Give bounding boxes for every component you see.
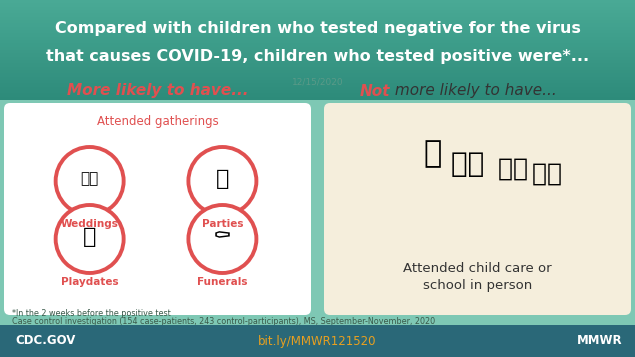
Text: 🧑‍💻: 🧑‍💻 (533, 162, 563, 186)
Bar (0, 83, 635, 87)
Bar (0, 66, 635, 70)
Text: CDC.GOV: CDC.GOV (15, 335, 76, 347)
Text: ⚰: ⚰ (213, 227, 232, 247)
Text: Playdates: Playdates (61, 277, 119, 287)
Bar (0, 63, 635, 67)
Text: Case control investigation (154 case-patients, 243 control-participants), MS, Se: Case control investigation (154 case-pat… (12, 317, 435, 327)
Bar (0, 70, 635, 73)
Bar (0, 93, 635, 97)
Bar (0, 10, 635, 13)
Bar (0, 3, 635, 7)
Text: bit.ly/MMWR121520: bit.ly/MMWR121520 (258, 335, 377, 347)
Text: MMWR: MMWR (577, 335, 623, 347)
Text: 🧑‍🏫: 🧑‍🏫 (451, 150, 484, 178)
Text: more likely to have...: more likely to have... (390, 84, 557, 99)
Bar (0, 80, 635, 83)
Text: 🎉: 🎉 (216, 169, 229, 189)
Bar (0, 43, 635, 47)
Text: Not: Not (360, 84, 391, 99)
Bar (0, 30, 635, 33)
Text: 🧑‍💻: 🧑‍💻 (497, 157, 528, 181)
Text: More likely to have...: More likely to have... (67, 84, 248, 99)
Circle shape (189, 147, 257, 215)
Text: Weddings: Weddings (61, 219, 119, 229)
Bar (0, 53, 635, 57)
FancyBboxPatch shape (4, 103, 311, 315)
Text: 12/15/2020: 12/15/2020 (291, 77, 344, 86)
Bar (0, 33, 635, 37)
Bar (0, 13, 635, 17)
Bar (0, 16, 635, 20)
Bar (0, 0, 635, 3)
Text: 🗺: 🗺 (424, 140, 441, 169)
Circle shape (56, 147, 124, 215)
Bar (0, 325, 635, 357)
Bar (0, 23, 635, 27)
Bar (0, 26, 635, 30)
Bar (0, 96, 635, 100)
Bar (0, 73, 635, 77)
Bar (0, 6, 635, 10)
Circle shape (189, 205, 257, 273)
Text: Attended gatherings: Attended gatherings (97, 115, 218, 127)
Bar (0, 76, 635, 80)
Bar (0, 36, 635, 40)
Bar (0, 50, 635, 53)
Text: Parties: Parties (202, 219, 243, 229)
Bar (0, 56, 635, 60)
FancyBboxPatch shape (324, 103, 631, 315)
Text: Funerals: Funerals (197, 277, 248, 287)
Text: 👰🤵: 👰🤵 (81, 171, 99, 186)
Bar (0, 90, 635, 93)
Text: that causes COVID-19, children who tested positive were*...: that causes COVID-19, children who teste… (46, 49, 589, 64)
Bar (0, 60, 635, 63)
Text: Attended child care or
school in person: Attended child care or school in person (403, 261, 552, 292)
Text: 🧸: 🧸 (83, 227, 97, 247)
Bar (0, 100, 635, 319)
Circle shape (56, 205, 124, 273)
Text: Compared with children who tested negative for the virus: Compared with children who tested negati… (55, 20, 580, 35)
Text: *In the 2 weeks before the positive test: *In the 2 weeks before the positive test (12, 310, 171, 318)
Bar (0, 40, 635, 43)
Bar (0, 46, 635, 50)
Bar (0, 86, 635, 90)
Bar (0, 20, 635, 23)
